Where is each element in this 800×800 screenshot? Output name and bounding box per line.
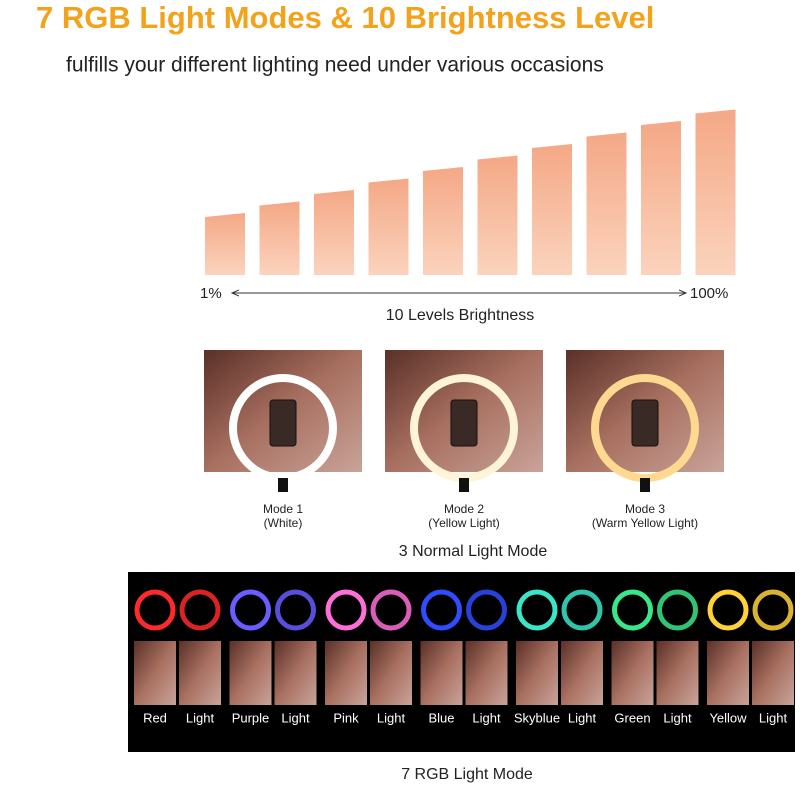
rgb-ring (466, 589, 507, 631)
rgb-color-name: Yellow (709, 710, 747, 725)
min-label: 1% (200, 285, 222, 302)
bar (314, 190, 354, 275)
rgb-color-name: Green (614, 710, 650, 725)
mode-detail: (Warm Yellow Light) (592, 516, 698, 530)
brightness-bars (205, 109, 736, 275)
rgb-ring (370, 589, 412, 631)
rgb-light-label: Light (281, 710, 310, 725)
rgb-ring (516, 589, 558, 631)
rgb-ring (325, 589, 367, 631)
mode-name: Mode 3 (625, 502, 665, 516)
mode-name: Mode 2 (444, 502, 484, 516)
rgb-photo (561, 641, 603, 705)
stand (459, 478, 469, 492)
rgb-ring (612, 589, 653, 631)
rgb-ring (421, 589, 462, 631)
rgb-photo (370, 641, 412, 705)
bar (586, 132, 627, 275)
rgb-ring (657, 589, 698, 631)
rgb-light-label: Light (663, 710, 692, 725)
rgb-caption: 7 RGB Light Mode (401, 766, 533, 783)
rgb-light-label: Light (186, 710, 215, 725)
rgb-modes: Red Light Purple Light Pink Light Blue Light Sky… (134, 589, 794, 725)
max-label: 100% (690, 285, 728, 302)
title: 7 RGB Light Modes & 10 Brightness Level (36, 0, 654, 35)
rgb-color-name: Skyblue (514, 710, 560, 725)
rgb-ring (230, 589, 271, 631)
brightness-caption: 10 Levels Brightness (386, 307, 535, 324)
subtitle: fulfills your different lighting need un… (66, 54, 604, 77)
rgb-photo (656, 641, 699, 705)
phone (450, 399, 478, 447)
rgb-ring (134, 589, 176, 631)
rgb-ring (275, 589, 316, 631)
rgb-ring (752, 589, 794, 631)
mode-name: Mode 1 (263, 502, 303, 516)
rgb-ring (707, 589, 749, 631)
rgb-photo (229, 641, 272, 705)
rgb-color-name: Pink (333, 710, 359, 725)
rgb-photo (325, 641, 367, 705)
rgb-color-name: Blue (428, 710, 454, 725)
bar (532, 144, 572, 275)
bar (205, 213, 245, 275)
rgb-ring (561, 589, 603, 631)
rgb-light-label: Light (759, 710, 788, 725)
rgb-light-label: Light (472, 710, 501, 725)
normal-caption: 3 Normal Light Mode (399, 543, 548, 560)
rgb-color-name: Purple (232, 710, 270, 725)
rgb-photo (516, 641, 558, 705)
rgb-ring (179, 589, 221, 631)
rgb-light-label: Light (568, 710, 597, 725)
bar (477, 155, 518, 275)
rgb-photo (752, 641, 794, 705)
bar (423, 167, 463, 275)
bar (368, 178, 409, 275)
mode-detail: (White) (264, 516, 303, 530)
rgb-light-label: Light (377, 710, 406, 725)
rgb-photo (134, 641, 176, 705)
bar (259, 201, 300, 275)
bar (695, 109, 736, 275)
stand (640, 478, 650, 492)
rgb-photo (420, 641, 463, 705)
stand (278, 478, 288, 492)
rgb-photo (465, 641, 508, 705)
rgb-photo (179, 641, 221, 705)
rgb-photo (274, 641, 317, 705)
bar (641, 121, 681, 275)
phone (269, 399, 297, 447)
mode-detail: (Yellow Light) (428, 516, 500, 530)
rgb-photo (611, 641, 654, 705)
normal-modes: Mode 1(White) Mode 2(Yellow Light) Mode 3(… (204, 350, 724, 530)
rgb-photo (707, 641, 749, 705)
phone (631, 399, 659, 447)
rgb-color-name: Red (143, 710, 167, 725)
